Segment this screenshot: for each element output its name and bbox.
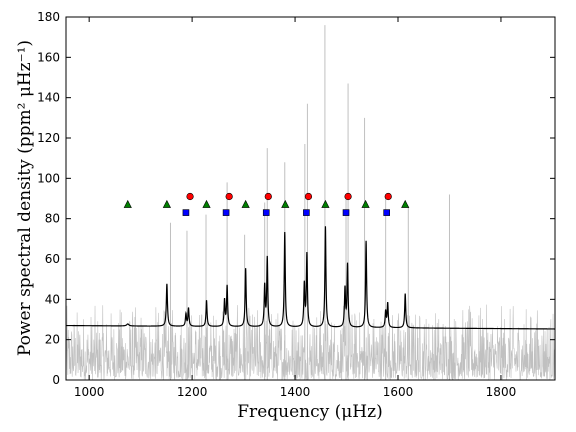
l1-mode-marker [383, 209, 390, 216]
y-axis-label: Power spectral density (ppm² μHz⁻¹) [15, 40, 35, 356]
y-tick-label: 120 [37, 131, 60, 145]
l2-mode-marker [123, 199, 132, 208]
l0-mode-marker [344, 192, 352, 201]
l2-mode-marker [162, 199, 171, 208]
l1-mode-marker [262, 209, 270, 216]
plot-area [66, 25, 555, 380]
plot-frame [65, 16, 556, 381]
l1-mode-marker [342, 209, 350, 216]
l0-mode-marker [304, 192, 313, 201]
x-axis-label: Frequency (μHz) [237, 402, 382, 422]
l0-mode-marker [264, 192, 272, 201]
x-tick-label: 1200 [177, 385, 208, 399]
l0-mode-marker [225, 192, 233, 201]
l2-mode-marker [202, 199, 211, 208]
y-tick-label: 0 [52, 373, 60, 387]
l1-mode-marker [303, 209, 310, 216]
noise-spectrum-series [66, 304, 555, 380]
l2-mode-marker [281, 199, 290, 208]
y-tick-label: 80 [45, 212, 60, 226]
l0-mode-marker [384, 192, 392, 201]
l1-mode-marker [222, 209, 230, 216]
l2-mode-marker [401, 199, 410, 208]
y-tick-label: 140 [37, 91, 60, 105]
model-fit-series [66, 226, 555, 330]
x-tick-label: 1000 [74, 385, 105, 399]
y-tick-label: 60 [45, 252, 60, 266]
l0-mode-marker [186, 192, 194, 201]
l2-mode-marker [361, 199, 370, 208]
l2-mode-marker [241, 199, 250, 208]
mode-marker-layer [123, 192, 410, 216]
x-tick-label: 1800 [486, 385, 517, 399]
l2-mode-marker [321, 199, 330, 208]
axis-ticks: 1000 1200 1400 1600 1800 0 20 40 60 80 100 120 140 16… [37, 10, 555, 399]
y-tick-label: 160 [37, 50, 60, 64]
y-tick-label: 40 [45, 292, 60, 306]
y-tick-label: 180 [37, 10, 60, 24]
x-tick-label: 1400 [280, 385, 311, 399]
y-tick-label: 20 [45, 333, 60, 347]
l1-mode-marker [182, 209, 190, 216]
x-tick-label: 1600 [383, 385, 414, 399]
y-tick-label: 100 [37, 171, 60, 185]
